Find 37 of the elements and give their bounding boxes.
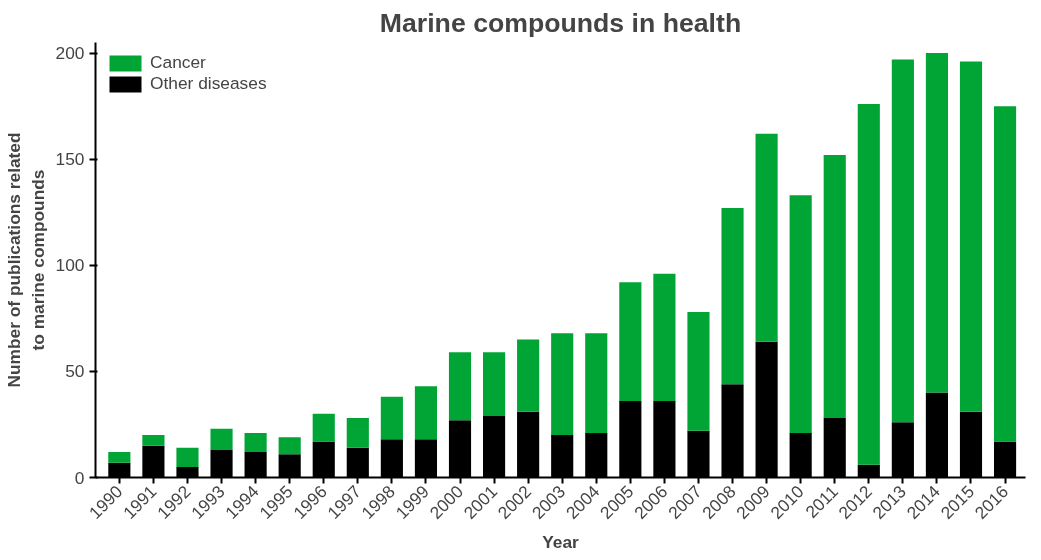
bar — [517, 339, 540, 412]
bar — [448, 352, 472, 421]
bar — [993, 106, 1017, 442]
bar — [721, 208, 744, 385]
bar — [653, 273, 676, 402]
bar — [755, 133, 778, 342]
chart-title: Marine compounds in health — [379, 7, 742, 38]
y-tick-label: 0 — [74, 467, 85, 488]
bar — [176, 447, 199, 467]
bar — [312, 413, 335, 442]
bar — [346, 418, 369, 448]
y-tick-label: 150 — [55, 149, 85, 170]
legend-label: Cancer — [150, 52, 206, 73]
y-tick-label: 50 — [65, 361, 85, 382]
bar — [857, 104, 880, 465]
bar — [108, 452, 131, 463]
bar — [210, 428, 233, 450]
bar — [278, 437, 301, 455]
x-axis-title: Year — [542, 532, 580, 553]
y-axis-title: Number of publications related to marine compounds — [3, 132, 48, 388]
bar — [244, 432, 267, 453]
bar — [551, 333, 574, 436]
bar — [789, 195, 812, 433]
bar — [619, 282, 642, 402]
bar — [483, 352, 506, 416]
bar — [687, 311, 710, 431]
bar — [585, 333, 608, 433]
bar — [823, 154, 846, 419]
bar — [891, 59, 914, 423]
bar — [142, 435, 165, 446]
bar — [959, 61, 983, 412]
y-tick-label: 200 — [55, 43, 85, 64]
bar — [380, 396, 403, 440]
y-tick-label: 100 — [55, 255, 85, 276]
legend-label: Other diseases — [150, 73, 267, 94]
bar — [414, 386, 438, 440]
bar — [925, 53, 948, 393]
